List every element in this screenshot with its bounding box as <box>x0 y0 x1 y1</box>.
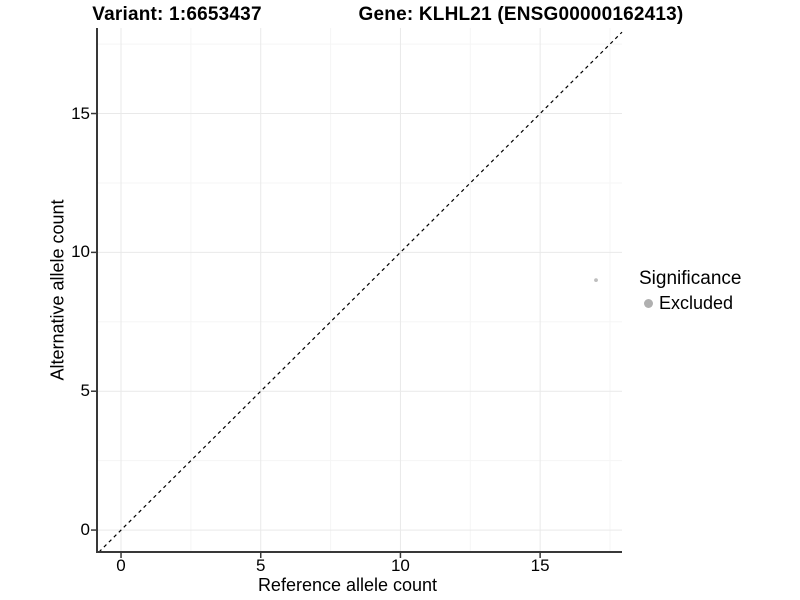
legend-key-dot <box>644 298 653 308</box>
identity-dashed-line <box>98 31 623 553</box>
data-point <box>594 278 598 283</box>
y-tick-label: 15 <box>71 103 90 123</box>
x-axis-label: Reference allele count <box>257 575 438 595</box>
gene-title: Gene: KLHL21 (ENSG00000162413) <box>358 4 684 25</box>
legend-item-excluded: Excluded <box>639 293 741 313</box>
y-axis-label: Alternative allele count <box>47 199 68 381</box>
y-tick-label: 10 <box>71 242 90 262</box>
x-tick-label: 0 <box>116 556 126 575</box>
legend-item-label: Excluded <box>659 293 734 313</box>
y-tick-label: 5 <box>80 381 90 401</box>
x-tick-label: 5 <box>255 556 266 575</box>
y-tick-label: 0 <box>80 520 90 540</box>
legend: Significance Excluded <box>639 268 741 313</box>
legend-title: Significance <box>639 268 742 289</box>
x-tick-label: 15 <box>530 556 550 575</box>
x-tick-label: 10 <box>390 556 410 575</box>
variant-title: Variant: 1:6653437 <box>92 4 262 25</box>
